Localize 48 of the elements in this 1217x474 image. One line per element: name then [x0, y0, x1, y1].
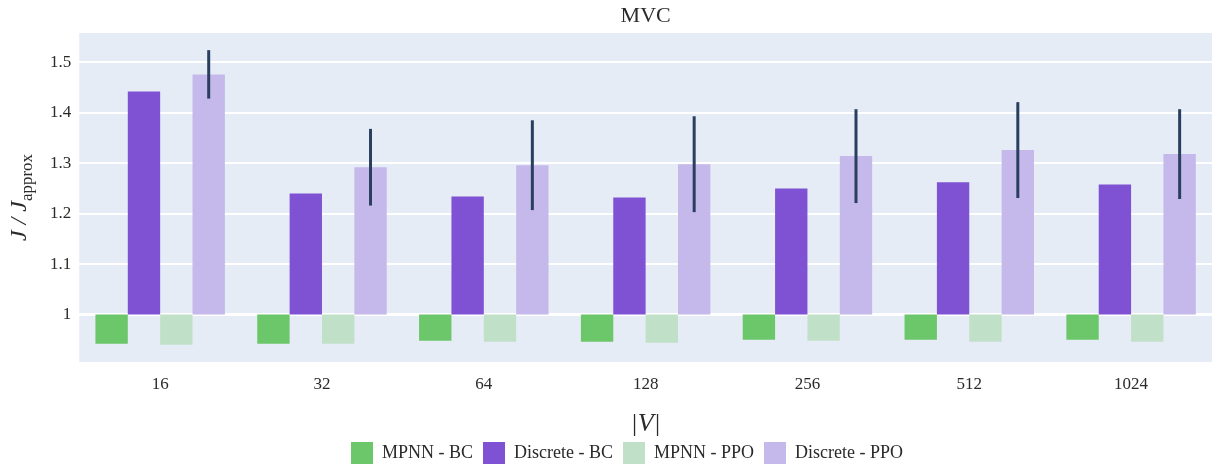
x-axis-title: |V| [630, 407, 661, 437]
y-tick-label: 1.5 [50, 51, 72, 71]
bar [775, 188, 808, 315]
bar [289, 193, 322, 315]
x-tick-label: 32 [313, 373, 331, 393]
bar [451, 196, 484, 315]
bar [613, 197, 646, 315]
bar [321, 314, 355, 344]
bar [969, 314, 1002, 342]
bar [904, 314, 937, 340]
bar [419, 314, 452, 341]
bar [1131, 314, 1164, 342]
bar [516, 165, 549, 315]
bar [483, 314, 517, 342]
legend-label: Discrete - PPO [795, 441, 903, 462]
bar [807, 314, 840, 341]
bar [742, 314, 776, 340]
x-tick-label: 64 [475, 373, 493, 393]
bar [127, 91, 161, 315]
legend-label: MPNN - PPO [653, 441, 755, 462]
bar [354, 167, 387, 315]
bar [936, 182, 970, 315]
bar [580, 314, 614, 342]
bar [192, 74, 225, 315]
x-tick-label: 256 [794, 373, 821, 393]
y-tick-label: 1 [62, 304, 72, 324]
y-tick-label: 1.2 [50, 203, 72, 223]
x-tick-label: 512 [956, 373, 983, 393]
bar [1066, 314, 1099, 340]
x-tick-label: 1024 [1114, 373, 1149, 393]
legend-label: Discrete - BC [514, 441, 613, 462]
x-tick-label: 16 [151, 373, 169, 393]
bar [95, 314, 128, 344]
bar [677, 164, 711, 315]
bar [839, 156, 873, 315]
legend-label: MPNN - BC [382, 441, 474, 462]
bar [1001, 150, 1034, 315]
y-axis-title: J / Japprox [5, 153, 36, 242]
bar [257, 314, 290, 344]
y-tick-label: 1.3 [50, 152, 72, 172]
x-tick-label: 128 [632, 373, 659, 393]
y-tick-label: 1.4 [50, 102, 72, 122]
bar [160, 314, 193, 345]
bar [1163, 154, 1196, 315]
bar [645, 314, 678, 343]
bar [1098, 184, 1132, 315]
y-tick-label: 1.1 [50, 253, 72, 273]
chart-title: MVC [620, 1, 671, 27]
